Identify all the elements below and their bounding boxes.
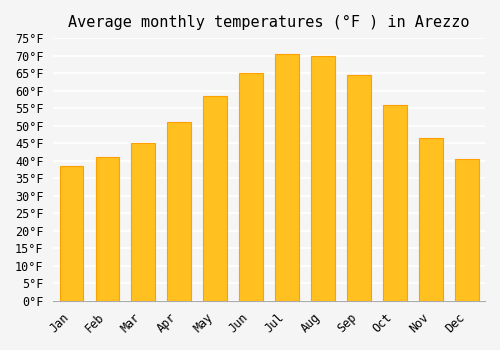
Bar — [384, 105, 406, 301]
Bar — [168, 122, 191, 301]
Bar — [96, 157, 119, 301]
Bar — [204, 96, 227, 301]
Bar — [456, 159, 478, 301]
Bar — [312, 56, 335, 301]
Bar — [348, 75, 371, 301]
Bar — [276, 54, 299, 301]
Bar — [60, 166, 83, 301]
Bar — [132, 143, 155, 301]
Bar — [240, 73, 263, 301]
Bar — [420, 138, 442, 301]
Title: Average monthly temperatures (°F ) in Arezzo: Average monthly temperatures (°F ) in Ar… — [68, 15, 470, 30]
